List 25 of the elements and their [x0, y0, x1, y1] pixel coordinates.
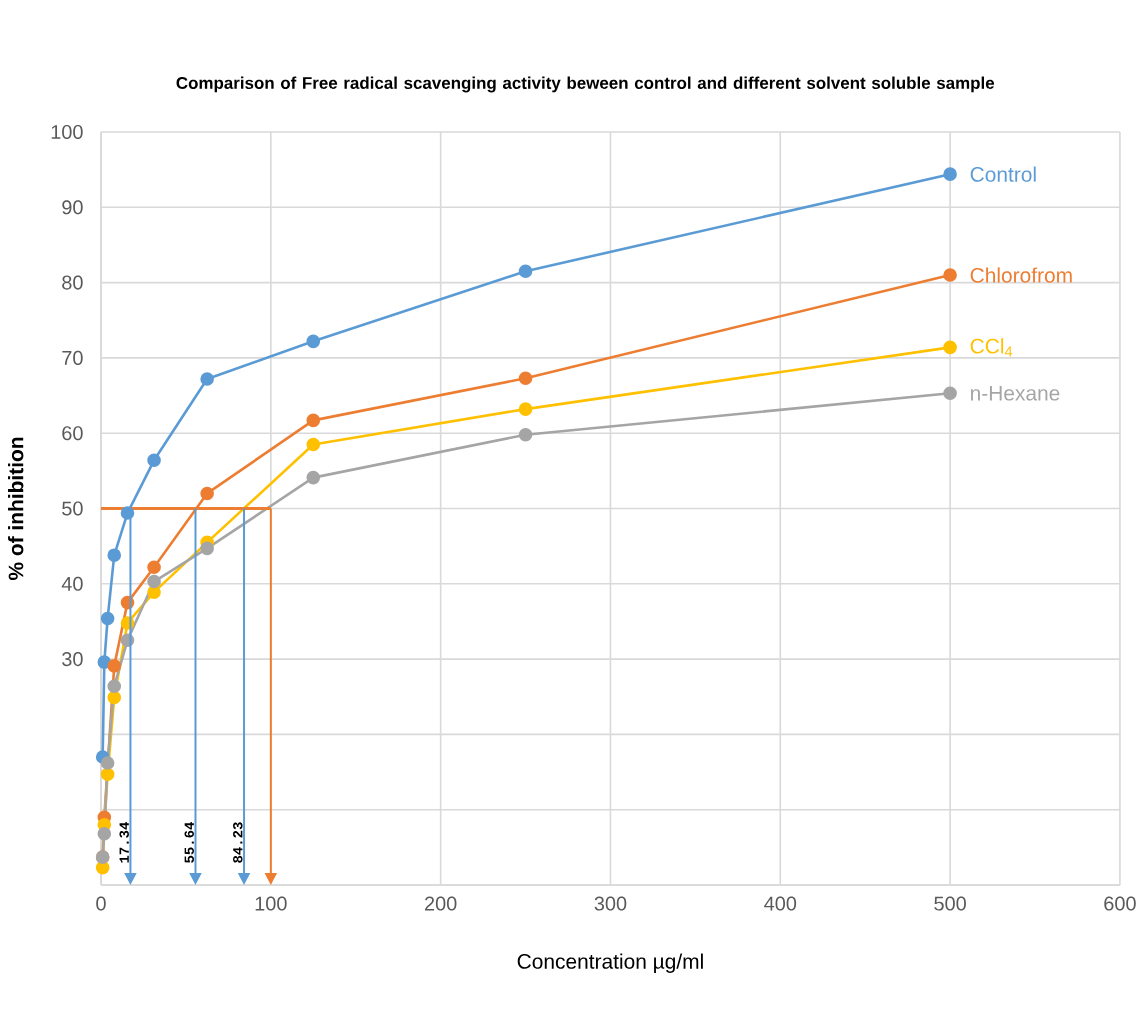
- series-label: Chlorofrom: [970, 267, 1072, 283]
- y-tick-label: 50: [62, 501, 83, 516]
- y-tick-label: 90: [62, 200, 83, 215]
- x-tick-label: 400: [764, 896, 797, 911]
- y-tick-label: 100: [51, 124, 83, 140]
- y-tick-label: 70: [62, 350, 83, 365]
- series-label: n-Hexane: [971, 385, 1060, 401]
- x-tick-label: 100: [255, 896, 287, 911]
- y-tick-label: 60: [62, 426, 83, 441]
- x-tick-label: 600: [1104, 896, 1136, 911]
- x-tick-label: 0: [96, 896, 106, 911]
- ref-line-label: 55.64: [184, 822, 194, 863]
- y-tick-label: 40: [61, 576, 83, 591]
- chart-title: Comparison of Free radical scavenging activity beween control and different solvent soluble sample: [176, 76, 995, 93]
- y-tick-label: 80: [62, 275, 83, 290]
- x-axis-title: Concentration µg/ml: [517, 953, 703, 973]
- series-label: CCl$_{4}$: [970, 338, 1013, 357]
- y-tick-label: 30: [62, 652, 83, 667]
- ref-line-label: 17.34: [119, 822, 129, 863]
- x-tick-label: 300: [594, 896, 627, 911]
- y-axis-title: % of inhibition: [8, 437, 24, 581]
- x-tick-label: 500: [934, 896, 966, 911]
- ref-line-label: 84.23: [233, 822, 243, 863]
- series-label: Control: [970, 166, 1036, 182]
- x-tick-label: 200: [425, 896, 457, 911]
